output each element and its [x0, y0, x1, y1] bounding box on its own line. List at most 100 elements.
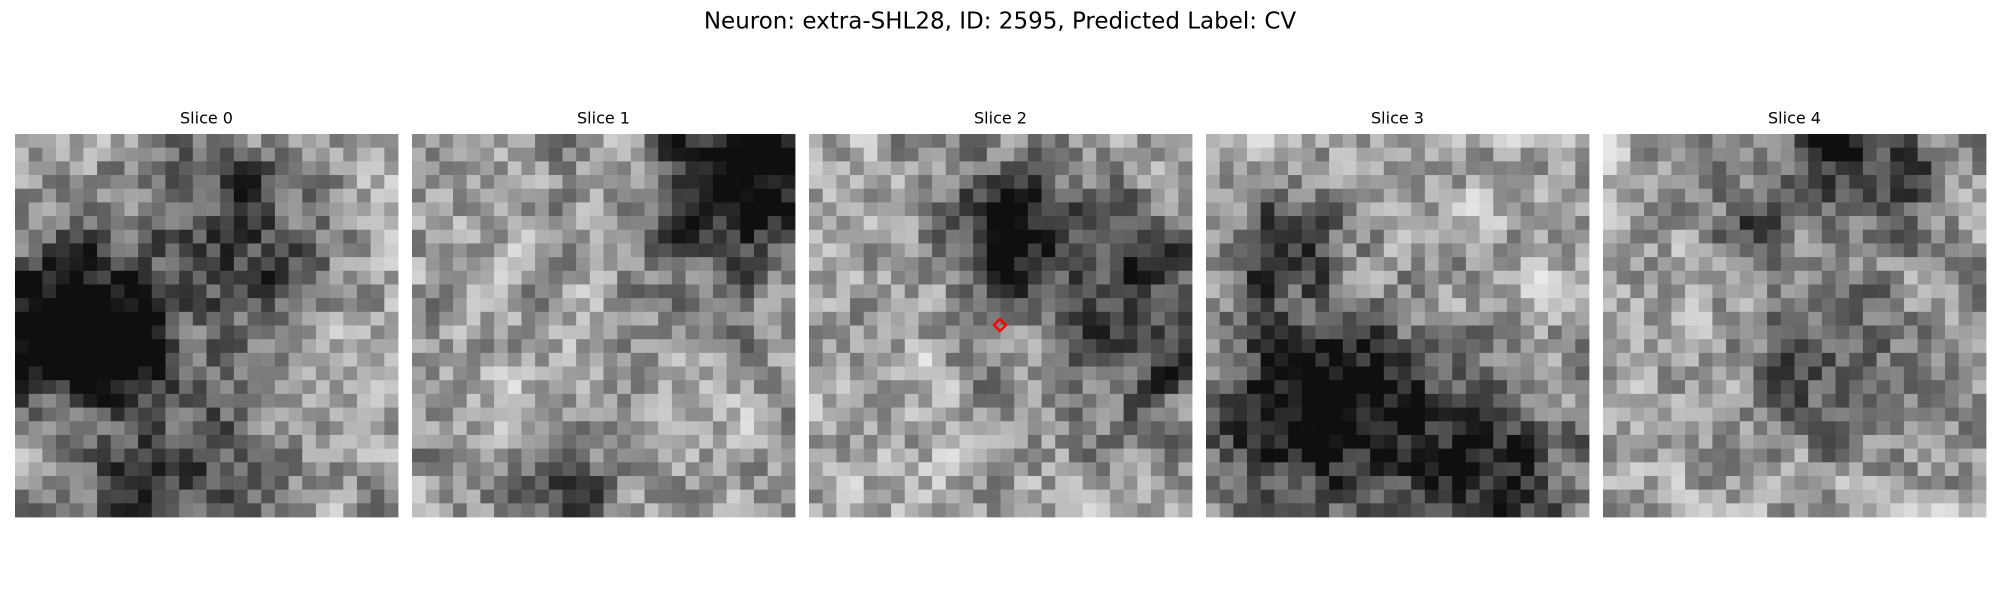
pixel — [1767, 270, 1782, 285]
pixel — [1233, 188, 1248, 203]
pixel — [1630, 448, 1645, 463]
pixel — [343, 503, 358, 518]
pixel — [261, 311, 276, 326]
pixel — [192, 147, 207, 162]
pixel — [1685, 161, 1700, 176]
pixel — [1698, 448, 1713, 463]
pixel — [384, 175, 399, 190]
pixel — [1780, 393, 1795, 408]
pixel — [261, 243, 276, 258]
pixel — [699, 421, 714, 436]
pixel — [28, 352, 43, 367]
pixel — [343, 489, 358, 504]
pixel — [781, 311, 796, 326]
pixel — [1644, 284, 1659, 299]
pixel — [466, 175, 481, 190]
pixel — [466, 270, 481, 285]
pixel — [1219, 216, 1234, 231]
pixel — [1575, 257, 1590, 272]
pixel — [1972, 161, 1987, 176]
pixel — [494, 243, 509, 258]
pixel — [480, 339, 495, 354]
pixel — [1274, 434, 1289, 450]
pixel — [1808, 311, 1823, 326]
pixel — [138, 202, 153, 217]
pixel — [781, 325, 796, 340]
pixel — [1630, 352, 1645, 367]
pixel — [1055, 489, 1070, 504]
pixel — [1123, 489, 1138, 504]
pixel — [439, 229, 454, 244]
pixel — [1055, 339, 1070, 354]
pixel — [1917, 462, 1932, 477]
pixel — [480, 421, 495, 436]
pixel — [179, 434, 194, 450]
pixel — [781, 503, 796, 518]
pixel — [1726, 462, 1741, 477]
pixel — [1808, 434, 1823, 450]
pixel — [1821, 161, 1836, 176]
pixel — [151, 284, 166, 299]
pixel — [1862, 503, 1877, 518]
pixel — [1424, 339, 1439, 354]
pixel — [1288, 257, 1303, 272]
pixel — [247, 339, 262, 354]
pixel — [1972, 380, 1987, 395]
pixel — [179, 188, 194, 203]
pixel — [15, 216, 30, 231]
pixel — [1288, 147, 1303, 162]
pixel — [15, 393, 30, 408]
pixel — [124, 339, 139, 354]
pixel — [356, 503, 372, 518]
pixel — [439, 339, 454, 354]
pixel — [809, 311, 824, 326]
pixel — [1096, 202, 1111, 217]
pixel — [1219, 462, 1234, 477]
pixel — [932, 407, 947, 422]
pixel — [412, 489, 427, 504]
pixel — [329, 380, 344, 395]
pixel — [1027, 147, 1042, 162]
pixel — [453, 202, 468, 217]
pixel — [836, 339, 851, 354]
pixel — [1685, 284, 1700, 299]
pixel — [1575, 270, 1590, 285]
pixel — [726, 366, 741, 381]
pixel — [726, 202, 741, 217]
pixel — [1903, 147, 1919, 162]
pixel — [1164, 202, 1179, 217]
pixel — [1890, 147, 1905, 162]
pixel — [138, 434, 153, 450]
pixel — [1109, 352, 1125, 367]
pixel — [329, 216, 344, 231]
pixel — [192, 462, 207, 477]
pixel — [1698, 270, 1713, 285]
pixel — [521, 366, 536, 381]
pixel — [507, 270, 522, 285]
pixel — [1644, 352, 1659, 367]
pixel — [1630, 393, 1645, 408]
pixel — [1603, 284, 1618, 299]
pixel — [617, 489, 632, 504]
pixel — [1603, 134, 1618, 149]
pixel — [1301, 188, 1316, 203]
pixel — [1657, 188, 1672, 203]
pixel — [274, 216, 289, 231]
pixel — [891, 339, 906, 354]
pixel — [1219, 175, 1234, 190]
pixel — [535, 407, 550, 422]
pixel — [1862, 421, 1877, 436]
pixel — [466, 243, 481, 258]
pixel — [110, 243, 125, 258]
pixel — [535, 188, 550, 203]
pixel — [1972, 475, 1987, 491]
pixel — [1342, 352, 1357, 367]
pixel — [1479, 298, 1494, 313]
pixel — [1808, 216, 1823, 231]
pixel — [603, 298, 618, 313]
pixel — [1274, 175, 1289, 190]
pixel — [630, 462, 645, 477]
pixel — [1247, 134, 1262, 149]
pixel — [1657, 448, 1672, 463]
pixel — [904, 352, 919, 367]
